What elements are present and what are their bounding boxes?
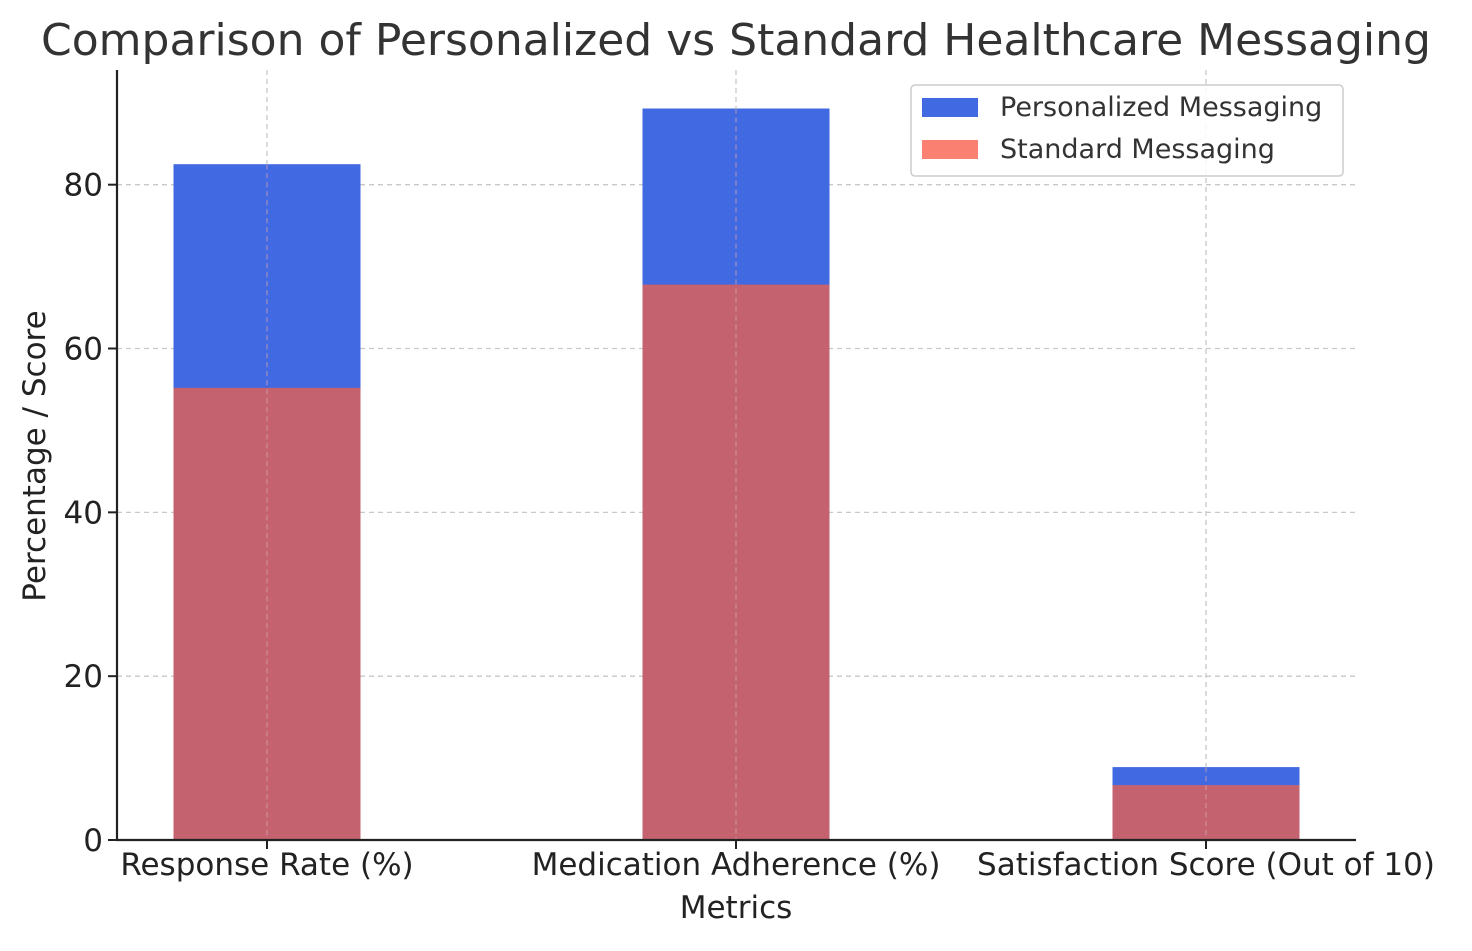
legend-label: Personalized Messaging xyxy=(1000,92,1322,123)
y-tick-label: 20 xyxy=(64,659,103,695)
x-tick-label: Satisfaction Score (Out of 10) xyxy=(977,847,1435,883)
ticks-layer: 0 20 40 60 80 Response Rate (%) Medication Adh… xyxy=(64,168,1435,883)
legend-swatch xyxy=(922,140,978,159)
x-tick-label: Medication Adherence (%) xyxy=(532,847,941,883)
legend-box xyxy=(910,84,1344,177)
bars-layer xyxy=(173,108,1300,840)
x-tick-label: Response Rate (%) xyxy=(120,847,413,883)
y-axis-label: Percentage / Score xyxy=(17,310,53,601)
x-axis-label: Metrics xyxy=(680,890,793,926)
chart-title: Comparison of Personalized vs Standard H… xyxy=(41,15,1431,66)
y-tick-label: 80 xyxy=(64,168,103,204)
y-tick-label: 60 xyxy=(64,332,103,368)
legend-swatch xyxy=(922,98,978,117)
y-tick-label: 40 xyxy=(64,495,103,531)
legend: Personalized Messaging Standard Messaging xyxy=(910,84,1344,177)
y-tick-label: 0 xyxy=(83,823,103,859)
legend-label: Standard Messaging xyxy=(1000,134,1275,165)
